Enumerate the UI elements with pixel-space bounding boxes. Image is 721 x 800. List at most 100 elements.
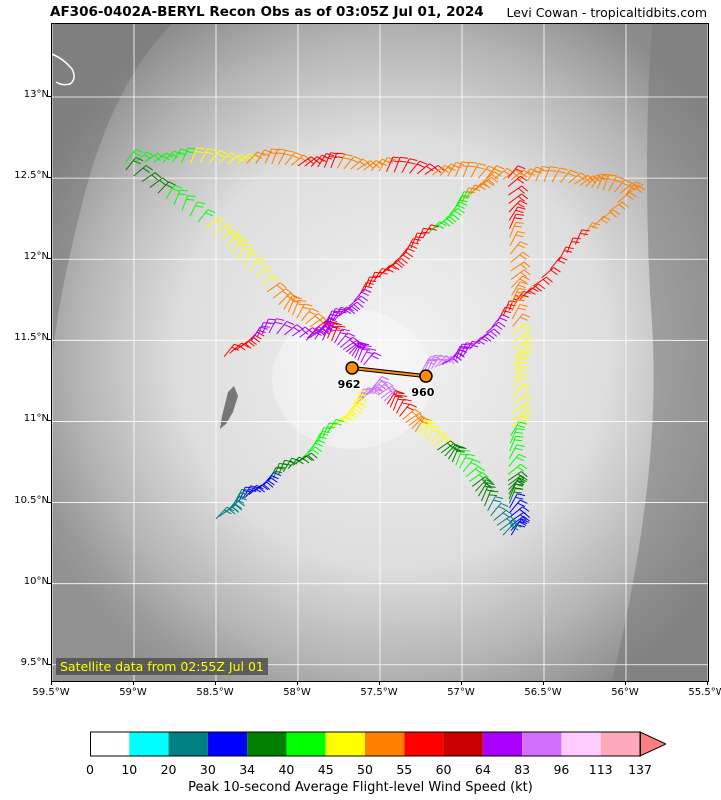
wind-barb bbox=[549, 256, 568, 270]
wind-barb bbox=[401, 158, 418, 174]
wind-barb bbox=[480, 328, 501, 339]
wind-barb bbox=[307, 439, 326, 453]
lat-tick-label: 9.5°N bbox=[20, 656, 49, 668]
wind-barb bbox=[354, 343, 370, 359]
wind-barb bbox=[181, 147, 196, 163]
colorbar-label: Peak 10-second Average Flight-level Wind… bbox=[188, 780, 533, 795]
wind-barb bbox=[422, 224, 439, 239]
colorbar-swatch bbox=[247, 732, 287, 756]
colorbar-swatch bbox=[129, 732, 169, 756]
wind-barb bbox=[551, 167, 568, 183]
center-pressure-label: 962 bbox=[338, 378, 361, 391]
wind-barb bbox=[532, 276, 553, 287]
recon-map: 962 960 Satellite data from 02:55Z Jul 01 bbox=[51, 23, 709, 682]
center-pressure-label: 960 bbox=[411, 386, 434, 399]
lat-tick-mark bbox=[47, 177, 51, 179]
lat-tick-mark bbox=[47, 501, 51, 503]
lat-tick-mark bbox=[47, 420, 51, 422]
wind-barb bbox=[249, 257, 265, 273]
wind-barb bbox=[378, 157, 396, 172]
wind-barb bbox=[513, 345, 533, 358]
wind-barb bbox=[487, 496, 504, 512]
wind-barb bbox=[377, 265, 397, 278]
wind-barb bbox=[608, 176, 625, 192]
wind-barb bbox=[374, 381, 394, 393]
wind-barb bbox=[509, 241, 528, 255]
lon-tick-mark bbox=[51, 681, 52, 685]
wind-barb bbox=[266, 282, 287, 293]
lon-tick-label: 59°W bbox=[119, 687, 147, 698]
colorbar-swatch bbox=[365, 732, 405, 756]
wind-barb bbox=[470, 163, 487, 178]
wind-barb bbox=[346, 402, 367, 414]
wind-barb bbox=[508, 487, 524, 504]
wind-barb bbox=[268, 318, 285, 334]
wind-barb bbox=[507, 175, 528, 188]
wind-barb bbox=[162, 150, 182, 163]
wind-barb bbox=[510, 261, 531, 272]
wind-barb bbox=[511, 281, 528, 296]
island bbox=[220, 386, 238, 429]
wind-barb bbox=[343, 155, 362, 170]
credit-text: Levi Cowan - tropicaltidbits.com bbox=[506, 5, 707, 20]
lat-tick-mark bbox=[47, 663, 51, 665]
lon-tick-mark bbox=[297, 681, 298, 685]
wind-barb bbox=[509, 499, 528, 513]
wind-barb bbox=[433, 218, 454, 229]
wind-barb bbox=[447, 161, 464, 177]
wind-barb bbox=[541, 267, 561, 279]
wind-barb bbox=[486, 165, 505, 179]
map-title: AF306-0402A-BERYL Recon Obs as of 03:05Z… bbox=[50, 4, 484, 20]
wind-barb bbox=[291, 154, 311, 166]
satellite-dark-southwest bbox=[52, 524, 202, 681]
wind-barb bbox=[416, 227, 432, 244]
wind-barb bbox=[402, 408, 422, 420]
wind-barb bbox=[284, 152, 303, 166]
lon-tick-mark bbox=[133, 681, 134, 685]
wind-barb bbox=[125, 149, 144, 163]
colorbar-swatch bbox=[90, 732, 130, 756]
wind-barb bbox=[493, 509, 513, 521]
lon-tick-label: 55.5°W bbox=[688, 687, 721, 698]
lat-tick-label: 10.5°N bbox=[14, 494, 49, 506]
satellite-timestamp: Satellite data from 02:55Z Jul 01 bbox=[56, 658, 268, 675]
wind-barb bbox=[512, 393, 533, 405]
wind-barb bbox=[457, 191, 472, 207]
colorbar-swatch bbox=[482, 732, 523, 756]
wind-barb bbox=[513, 374, 530, 390]
wind-barb bbox=[474, 333, 495, 345]
colorbar-tick-label: 50 bbox=[357, 762, 373, 777]
wind-barb bbox=[199, 148, 216, 164]
lon-tick-mark bbox=[461, 681, 462, 685]
wind-barb bbox=[227, 153, 248, 164]
wind-barb bbox=[322, 325, 337, 341]
wind-barb bbox=[350, 158, 370, 170]
wind-barb bbox=[392, 395, 408, 411]
wind-barb bbox=[373, 267, 390, 283]
eye-region bbox=[272, 309, 432, 449]
colorbar-tick-label: 45 bbox=[317, 762, 334, 777]
lon-tick-label: 57.5°W bbox=[360, 687, 398, 698]
colorbar-tick-label: 30 bbox=[199, 762, 216, 777]
wind-barb bbox=[478, 176, 499, 187]
wind-barb bbox=[484, 490, 499, 507]
wind-barb bbox=[434, 355, 454, 368]
wind-barb bbox=[431, 354, 448, 369]
colorbar-swatch bbox=[404, 732, 444, 756]
satellite-dark-east bbox=[612, 24, 708, 681]
wind-barb bbox=[508, 185, 529, 196]
wind-barb bbox=[339, 336, 360, 348]
wind-barb bbox=[189, 201, 206, 217]
wind-barb bbox=[363, 352, 382, 366]
colorbar-swatch bbox=[600, 732, 640, 756]
wind-barb bbox=[393, 156, 409, 173]
wind-barb bbox=[357, 345, 372, 361]
lon-tick-mark bbox=[707, 681, 708, 685]
wind-barb bbox=[591, 215, 611, 229]
wind-barb bbox=[337, 413, 357, 424]
wind-barb bbox=[445, 208, 465, 220]
wind-barb bbox=[511, 295, 527, 312]
center-fix-marker bbox=[345, 361, 359, 375]
wind-barb bbox=[296, 303, 313, 319]
colorbar-swatch bbox=[325, 732, 365, 756]
